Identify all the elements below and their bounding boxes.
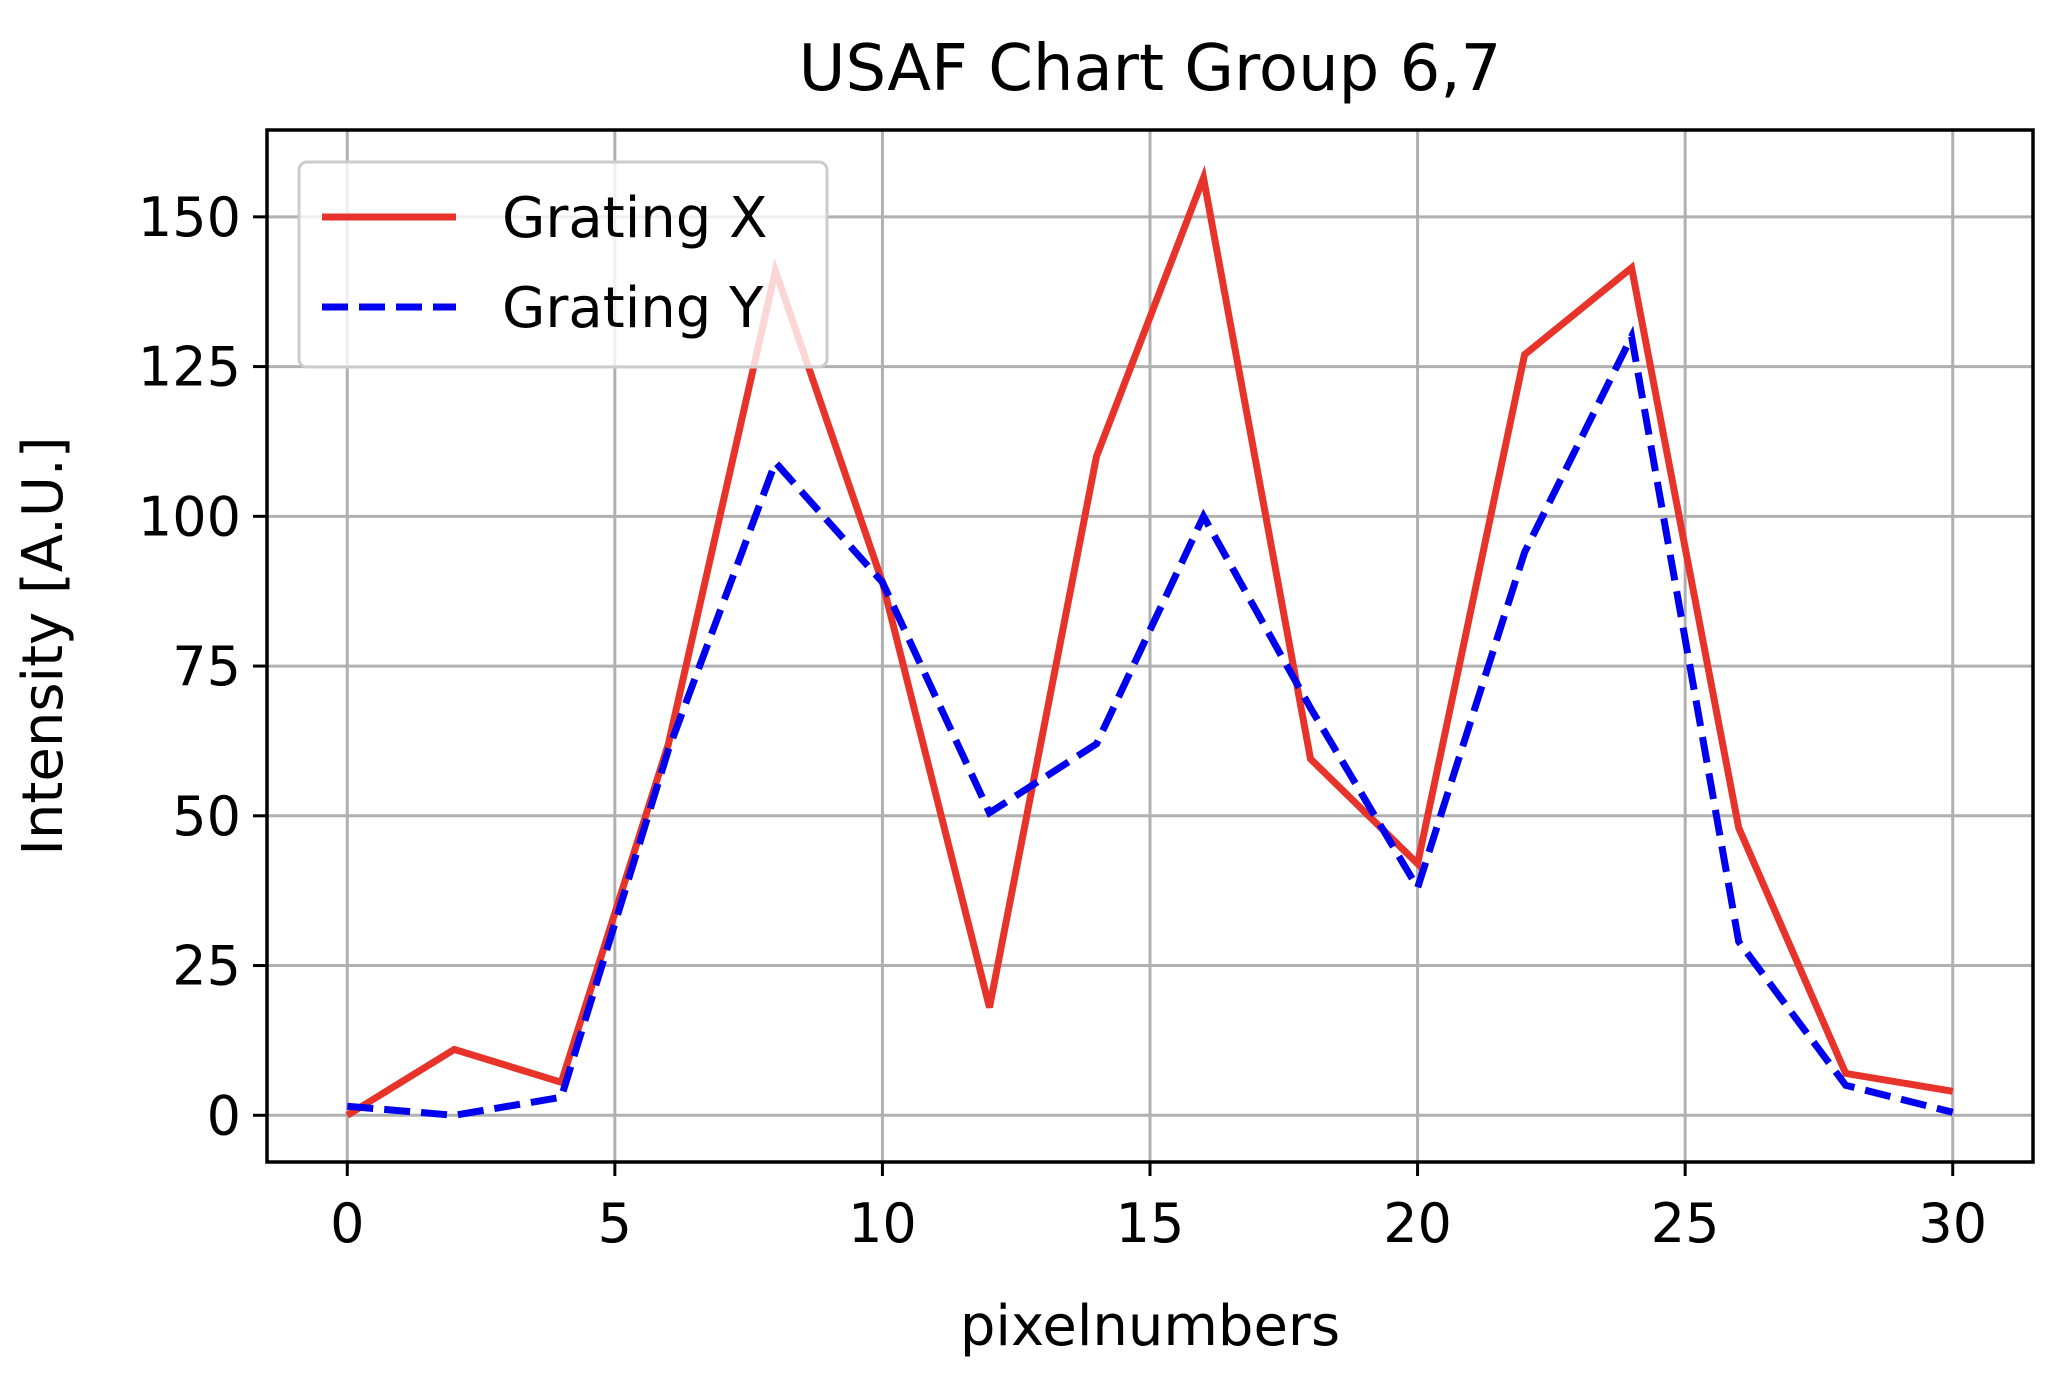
- y-tick-label: 100: [138, 485, 241, 548]
- y-axis-label: Intensity [A.U.]: [11, 436, 76, 855]
- legend-label-grating-x: Grating X: [502, 186, 767, 251]
- series-line-grating-y: [347, 325, 1954, 1119]
- legend: Grating X Grating Y: [297, 160, 829, 369]
- legend-label-grating-y: Grating Y: [502, 276, 764, 341]
- y-tick-label: 150: [138, 186, 241, 249]
- y-tick-label: 50: [172, 785, 241, 848]
- x-tick-label: 20: [1383, 1192, 1452, 1255]
- x-tick-label: 10: [848, 1192, 917, 1255]
- chart-title: USAF Chart Group 6,7: [799, 32, 1502, 106]
- series-layer: [345, 165, 1954, 1119]
- x-tick-label: 30: [1918, 1192, 1987, 1255]
- x-tick-label: 0: [330, 1192, 364, 1255]
- x-tick-label: 5: [598, 1192, 632, 1255]
- x-axis-label: pixelnumbers: [960, 1294, 1340, 1359]
- y-tick-label: 75: [172, 635, 241, 698]
- axis-ticks: 0 5 10 15 20 25 30 0 25 50 75 100 125 150: [138, 186, 1987, 1255]
- x-tick-label: 25: [1651, 1192, 1720, 1255]
- x-tick-label: 15: [1116, 1192, 1185, 1255]
- y-tick-label: 25: [172, 935, 241, 998]
- legend-box: [297, 160, 829, 369]
- y-tick-label: 0: [207, 1084, 241, 1147]
- y-tick-label: 125: [138, 336, 241, 399]
